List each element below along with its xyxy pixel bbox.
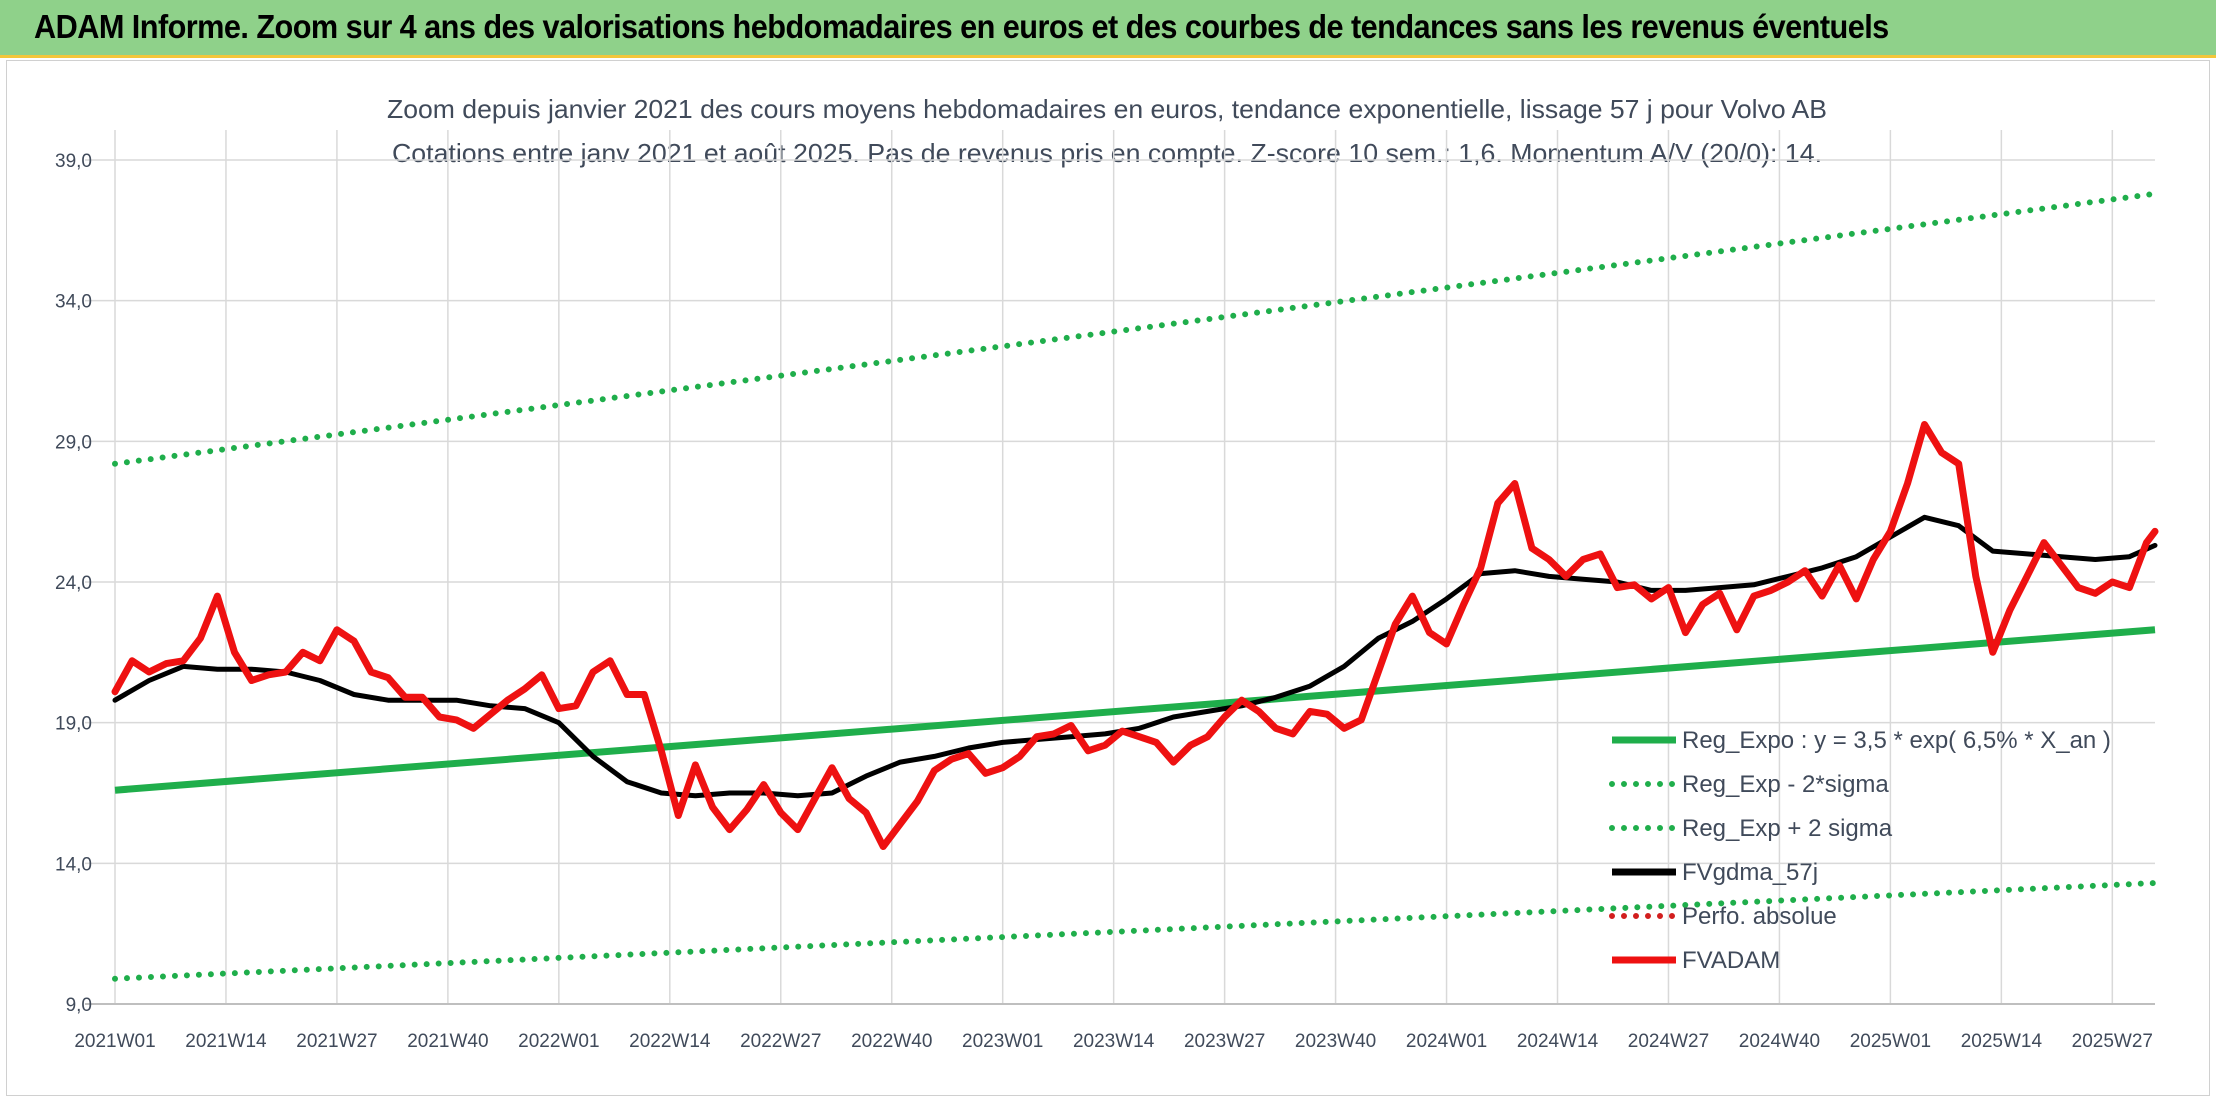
report-banner: ADAM Informe. Zoom sur 4 ans des valoris… [0,0,2216,58]
y-tick-label: 19,0 [55,714,92,735]
series-line-3 [112,514,2158,799]
x-tick-label: 2022W40 [851,1031,932,1052]
x-tick-label: 2023W27 [1184,1031,1265,1052]
series-line-5 [111,421,2159,850]
series-line-2 [112,190,2158,467]
x-tick-label: 2023W14 [1073,1031,1155,1052]
x-tick-label: 2021W27 [296,1031,377,1052]
x-tick-label: 2022W14 [629,1031,711,1052]
y-tick-label: 24,0 [55,573,92,594]
x-tick-label: 2021W40 [407,1031,488,1052]
x-tick-label: 2025W01 [1850,1031,1931,1052]
legend-label: Reg_Exp - 2*sigma [1682,771,1889,798]
x-tick-label: 2021W01 [74,1031,155,1052]
x-tick-label: 2025W27 [2072,1031,2153,1052]
x-tick-label: 2024W14 [1517,1031,1599,1052]
report-title: ADAM Informe. Zoom sur 4 ans des valoris… [34,8,1889,45]
x-tick-label: 2023W01 [962,1031,1043,1052]
y-axis: 9,0 14,0 19,0 24,0 29,0 34,0 39,0 [55,151,92,1016]
x-axis: 2021W01 2021W14 2021W27 2021W40 2022W01 2022W… [74,1031,2153,1052]
y-tick-label: 14,0 [55,854,92,875]
chart-title: Zoom depuis janvier 2021 des cours moyen… [387,94,1827,124]
y-tick-label: 9,0 [66,995,92,1016]
legend-label: FVgdma_57j [1682,859,1818,886]
legend-label: Reg_Expo : y = 3,5 * exp( 6,5% * X_an ) [1682,727,2111,754]
x-tick-label: 2022W01 [518,1031,599,1052]
x-tick-label: 2023W40 [1295,1031,1376,1052]
series-line-1 [112,880,2158,982]
x-tick-label: 2024W27 [1628,1031,1709,1052]
series-line-0 [114,626,2156,794]
y-tick-label: 34,0 [55,292,92,313]
legend-label: Reg_Exp + 2 sigma [1682,815,1893,842]
y-tick-label: 39,0 [55,151,92,172]
x-tick-label: 2021W14 [185,1031,267,1052]
plot-area [111,190,2159,982]
legend-label: Perfo. absolue [1682,903,1837,930]
x-tick-label: 2024W01 [1406,1031,1487,1052]
legend: Reg_Expo : y = 3,5 * exp( 6,5% * X_an ) R… [1609,727,2111,974]
chart-subtitle: Cotations entre janv 2021 et août 2025. … [392,138,1822,168]
x-tick-label: 2024W40 [1739,1031,1820,1052]
y-tick-label: 29,0 [55,432,92,453]
legend-label: FVADAM [1682,947,1780,974]
x-tick-label: 2022W27 [740,1031,821,1052]
grid-lines [85,130,2155,1005]
x-tick-label: 2025W14 [1961,1031,2043,1052]
